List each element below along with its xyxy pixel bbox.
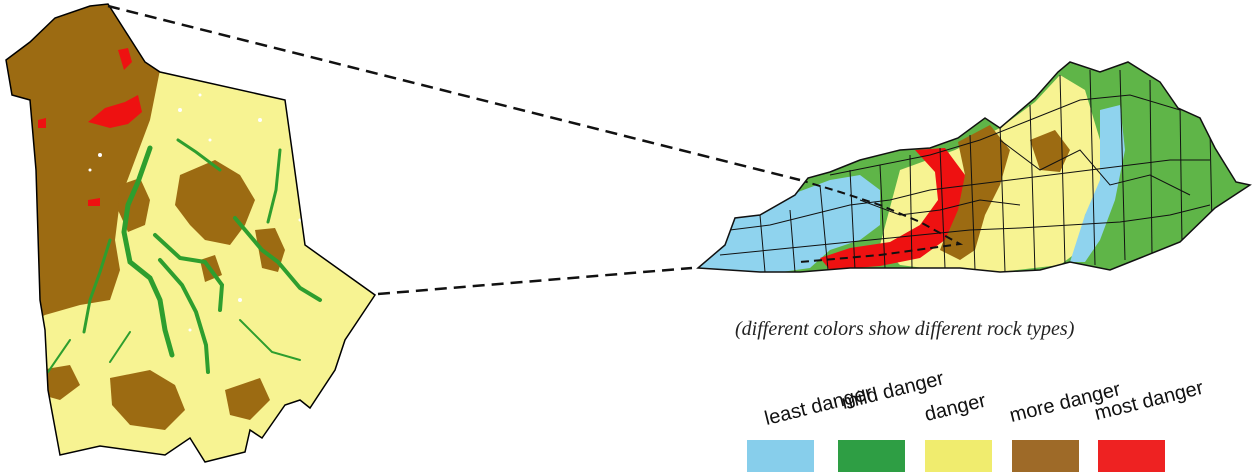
legend-swatch-more-danger <box>1012 440 1079 472</box>
state-county-lines <box>719 69 1213 272</box>
legend-swatch-mild-danger <box>838 440 905 472</box>
county-outline <box>5 3 377 463</box>
state-brown-region <box>940 125 1010 260</box>
county-speckles <box>88 93 302 332</box>
state-outline <box>696 61 1252 273</box>
state-red-region <box>820 148 965 270</box>
zoom-connector-lines <box>107 4 801 296</box>
county-brown-patch <box>40 365 80 400</box>
county-brown-patch <box>225 378 270 420</box>
county-brown-patch <box>110 370 185 430</box>
legend-swatch-most-danger <box>1098 440 1165 472</box>
county-detail-map <box>5 3 377 463</box>
county-red-patch <box>38 118 46 128</box>
county-streams <box>47 138 322 374</box>
state-county-highlight <box>799 179 964 263</box>
county-brown-region <box>6 4 170 320</box>
state-brown-patch <box>1030 130 1070 172</box>
legend-swatch-least-danger <box>747 440 814 472</box>
county-red-patch <box>88 95 142 128</box>
county-brown-patch <box>175 160 255 245</box>
county-red-patch <box>88 198 100 206</box>
legend-swatch-danger <box>925 440 992 472</box>
state-map <box>696 61 1252 273</box>
state-blue-band <box>1070 105 1125 262</box>
county-red-patch <box>118 48 132 70</box>
rock-type-caption: (different colors show different rock ty… <box>735 318 1075 340</box>
